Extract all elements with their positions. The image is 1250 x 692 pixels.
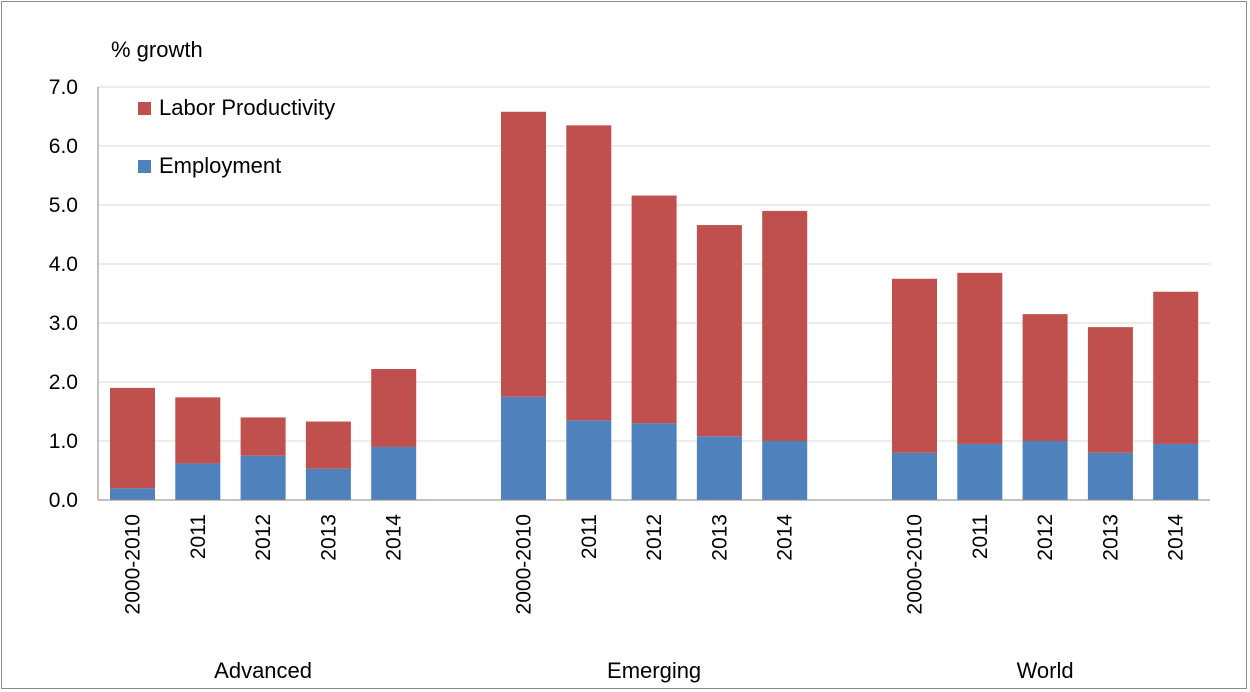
- bar-employment-emerging-2011: [566, 420, 612, 500]
- y-tick-label: 7.0: [49, 76, 78, 99]
- bar-employment-emerging-2000-2010: [501, 396, 546, 500]
- y-tick-label: 5.0: [49, 194, 78, 217]
- x-tick-label: 2011: [578, 514, 601, 559]
- y-tick-label: 6.0: [49, 135, 78, 158]
- bar-employment-advanced-2012: [240, 455, 286, 500]
- bar-employment-world-2011: [957, 443, 1003, 500]
- x-tick-label: 2013: [317, 514, 340, 561]
- legend-swatch: [138, 160, 151, 173]
- bar-labor-productivity-emerging-2014: [762, 210, 808, 441]
- bar-labor-productivity-emerging-2013: [696, 225, 742, 437]
- bar-labor-productivity-emerging-2000-2010: [501, 111, 546, 397]
- bar-labor-productivity-world-2000-2010: [892, 278, 937, 453]
- bar-employment-emerging-2014: [762, 441, 808, 500]
- axes: 0.0 1.0 2.0 3.0 4.0 5.0 6.0 7.0 2000-2010 2011 201…: [49, 76, 1210, 683]
- bar-labor-productivity-advanced-2000-2010: [110, 387, 155, 489]
- y-tick-label: 4.0: [49, 253, 78, 276]
- legend-label: Labor Productivity: [159, 95, 335, 120]
- x-tick-label: 2011: [187, 514, 210, 559]
- y-tick-label: 0.0: [49, 489, 78, 512]
- bar-employment-advanced-2014: [371, 446, 417, 500]
- x-tick-label: 2012: [643, 514, 666, 561]
- bar-employment-world-2014: [1153, 443, 1199, 500]
- x-tick-label: 2014: [774, 514, 797, 561]
- x-tick-label: 2013: [1099, 514, 1122, 561]
- x-tick-label: 2011: [969, 514, 992, 559]
- bar-labor-productivity-advanced-2012: [240, 417, 286, 456]
- bar-employment-advanced-2013: [305, 468, 351, 500]
- bar-labor-productivity-advanced-2013: [305, 421, 351, 469]
- y-tick-label: 3.0: [49, 312, 78, 335]
- y-tick-label: 2.0: [49, 371, 78, 394]
- group-label: Emerging: [607, 658, 701, 683]
- x-tick-label: 2014: [1165, 514, 1188, 561]
- x-tick-label: 2012: [252, 514, 275, 561]
- bar-employment-world-2013: [1087, 452, 1133, 500]
- group-label: Advanced: [214, 658, 312, 683]
- bar-employment-advanced-2011: [175, 463, 221, 500]
- bars: [110, 111, 1199, 500]
- bar-employment-world-2012: [1022, 441, 1068, 500]
- x-tick-label: 2000-2010: [513, 514, 536, 614]
- bar-labor-productivity-world-2012: [1022, 314, 1068, 441]
- x-tick-label: 2013: [708, 514, 731, 561]
- bar-labor-productivity-advanced-2014: [371, 369, 417, 447]
- legend-swatch: [138, 102, 151, 115]
- bar-labor-productivity-emerging-2011: [566, 125, 612, 421]
- bar-labor-productivity-emerging-2012: [631, 195, 677, 424]
- bar-labor-productivity-world-2014: [1153, 291, 1199, 444]
- bar-employment-world-2000-2010: [892, 452, 937, 500]
- bar-labor-productivity-world-2011: [957, 272, 1003, 444]
- x-tick-label: 2000-2010: [122, 514, 145, 614]
- bar-employment-emerging-2013: [696, 436, 742, 500]
- x-tick-label: 2000-2010: [904, 514, 927, 614]
- bar-labor-productivity-advanced-2011: [175, 397, 221, 464]
- y-axis-unit-label: % growth: [111, 37, 203, 62]
- bar-employment-emerging-2012: [631, 423, 677, 500]
- legend-label: Employment: [159, 153, 281, 178]
- x-tick-label: 2012: [1034, 514, 1057, 561]
- bar-employment-advanced-2000-2010: [110, 488, 155, 500]
- group-label: World: [1017, 658, 1074, 683]
- legend: Labor Productivity Employment: [138, 95, 335, 178]
- x-tick-label: 2014: [383, 514, 406, 561]
- bar-labor-productivity-world-2013: [1087, 327, 1133, 453]
- y-tick-label: 1.0: [49, 430, 78, 453]
